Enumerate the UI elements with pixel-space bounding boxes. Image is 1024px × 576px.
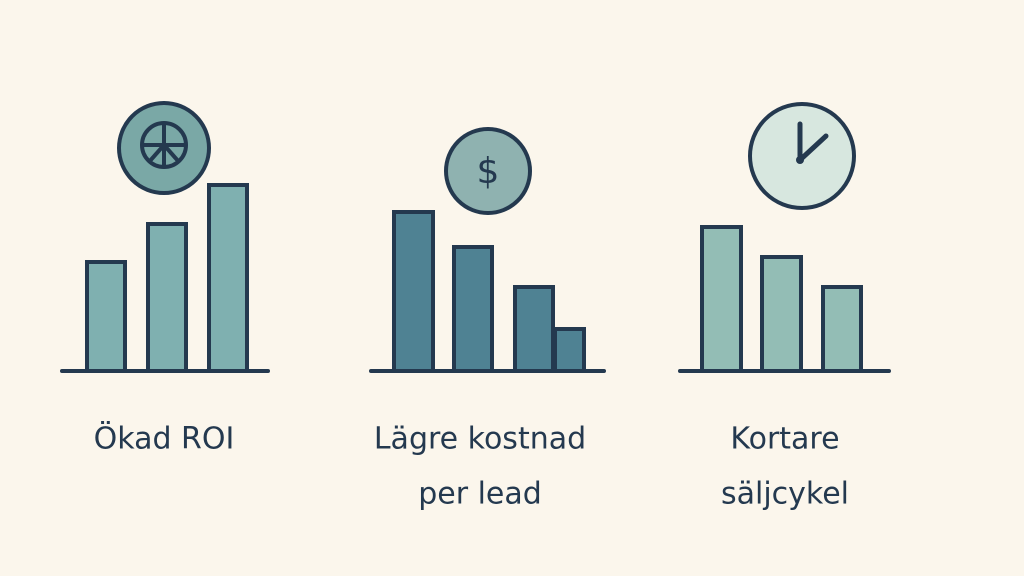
panel-label: Lägre kostnad	[374, 422, 586, 457]
cost-icon-symbol: $	[477, 151, 500, 192]
cost-panel: $ Lägre kostnad per lead	[369, 127, 606, 512]
roi-panel: Ökad ROI	[60, 101, 270, 457]
bar	[146, 222, 188, 373]
clock-hands	[797, 121, 829, 163]
panel-label: säljcykel	[721, 477, 849, 512]
cost-icon	[444, 127, 532, 215]
clock-center	[796, 156, 804, 164]
bar	[821, 285, 863, 373]
bar	[207, 183, 249, 373]
bar	[760, 255, 803, 373]
bar	[513, 285, 555, 373]
cycle-panel: Kortare säljcykel	[678, 102, 891, 512]
bar	[553, 327, 586, 373]
bar	[700, 225, 743, 373]
bar	[452, 245, 494, 373]
panel-label: Ökad ROI	[94, 421, 235, 457]
panel-label: Kortare	[730, 422, 839, 457]
roi-icon-spokes	[142, 123, 186, 167]
bar	[85, 260, 127, 373]
bar	[392, 210, 435, 373]
panel-label: per lead	[418, 477, 542, 512]
